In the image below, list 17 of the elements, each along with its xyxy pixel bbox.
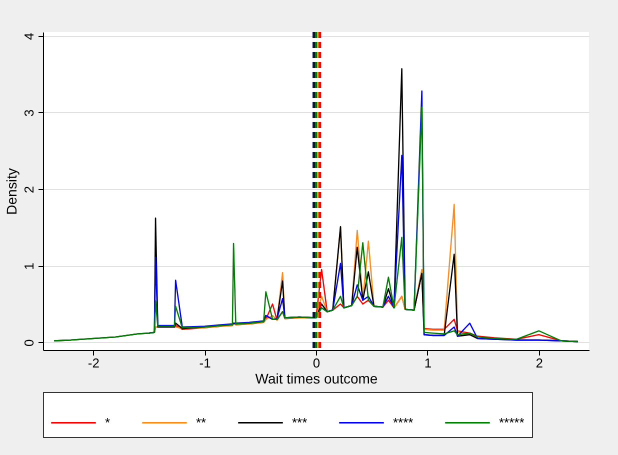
y-tick-label: 2 <box>22 186 36 194</box>
x-tick-label: -2 <box>88 356 100 370</box>
x-tick-label: 2 <box>536 356 543 370</box>
y-tick-label: 0 <box>22 339 36 346</box>
legend-label: * <box>105 414 110 430</box>
x-tick-label: -1 <box>199 356 211 370</box>
x-tick-label: 0 <box>312 356 320 370</box>
legend-label: ** <box>196 414 206 430</box>
x-tick-label: 1 <box>424 356 432 370</box>
legend-label: **** <box>393 414 414 430</box>
legend-label: *** <box>292 414 308 430</box>
y-tick-label: 1 <box>22 262 36 270</box>
legend-label: ***** <box>499 414 524 430</box>
x-axis-title: Wait times outcome <box>255 370 378 386</box>
y-tick-label: 4 <box>22 32 36 40</box>
y-axis-title: Density <box>4 168 20 215</box>
y-tick-label: 3 <box>22 109 36 117</box>
